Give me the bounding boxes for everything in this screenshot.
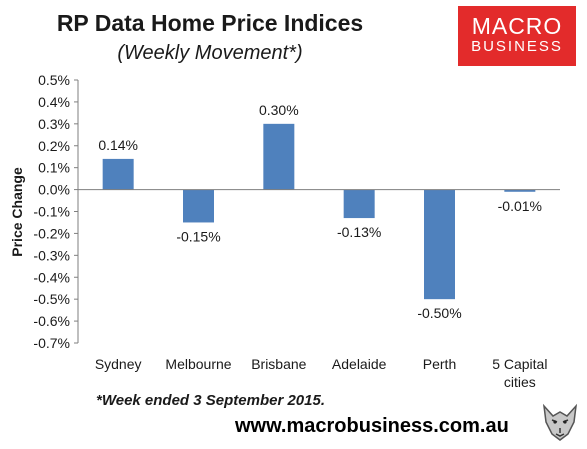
y-tick-label: 0.2%: [38, 138, 70, 154]
data-label: -0.15%: [176, 228, 220, 244]
chart-subtitle: (Weekly Movement*): [117, 42, 303, 64]
y-tick-label: -0.5%: [33, 291, 70, 307]
y-tick-label: -0.1%: [33, 204, 70, 220]
bar: [343, 189, 375, 219]
y-axis-label: Price Change: [9, 167, 25, 257]
data-label: -0.50%: [417, 305, 461, 321]
x-tick-label: Adelaide: [332, 356, 387, 372]
y-tick-label: -0.6%: [33, 313, 70, 329]
y-tick-label: 0.3%: [38, 116, 70, 132]
bar: [102, 158, 134, 190]
y-tick-label: -0.2%: [33, 225, 70, 241]
y-tick-label: 0.5%: [38, 72, 70, 88]
bar: [424, 189, 455, 300]
x-axis-labels: Sydney Melbourne Brisbane Adelaide Perth 5 Ca…: [95, 356, 548, 390]
x-tick-label: Brisbane: [251, 356, 306, 372]
macrobusiness-logo: MACRO BUSINESS: [458, 6, 576, 66]
value-labels: 0.14% -0.15% 0.30% -0.13% -0.50% -0.01%: [98, 102, 542, 321]
bar: [263, 123, 295, 190]
footnote: *Week ended 3 September 2015.: [96, 392, 325, 409]
data-label: 0.14%: [98, 137, 138, 153]
x-tick-label: Melbourne: [165, 356, 231, 372]
data-label: -0.01%: [498, 198, 542, 214]
bar: [183, 189, 214, 223]
chart-title: RP Data Home Price Indices: [56, 10, 364, 36]
y-tick-label: -0.4%: [33, 269, 70, 285]
bar: [504, 189, 536, 192]
data-label: -0.13%: [337, 224, 381, 240]
data-label: 0.30%: [259, 102, 299, 118]
y-axis-ticks: 0.5% 0.4% 0.3% 0.2% 0.1% 0.0% -0.1% -0.2% -0.3% -…: [33, 72, 78, 351]
x-tick-label: Perth: [423, 356, 456, 372]
y-tick-label: 0.4%: [38, 94, 70, 110]
x-tick-label: Sydney: [95, 356, 142, 372]
logo-line-1: MACRO: [471, 13, 563, 39]
y-tick-label: -0.7%: [33, 335, 70, 351]
website-url: www.macrobusiness.com.au: [235, 415, 509, 437]
logo-line-2: BUSINESS: [471, 38, 563, 55]
bars: [102, 123, 536, 300]
y-tick-label: -0.3%: [33, 247, 70, 263]
wolf-icon: [538, 400, 582, 444]
y-tick-label: 0.1%: [38, 160, 70, 176]
x-tick-label: 5 Capital cities: [492, 356, 547, 390]
y-tick-label: 0.0%: [38, 182, 70, 198]
